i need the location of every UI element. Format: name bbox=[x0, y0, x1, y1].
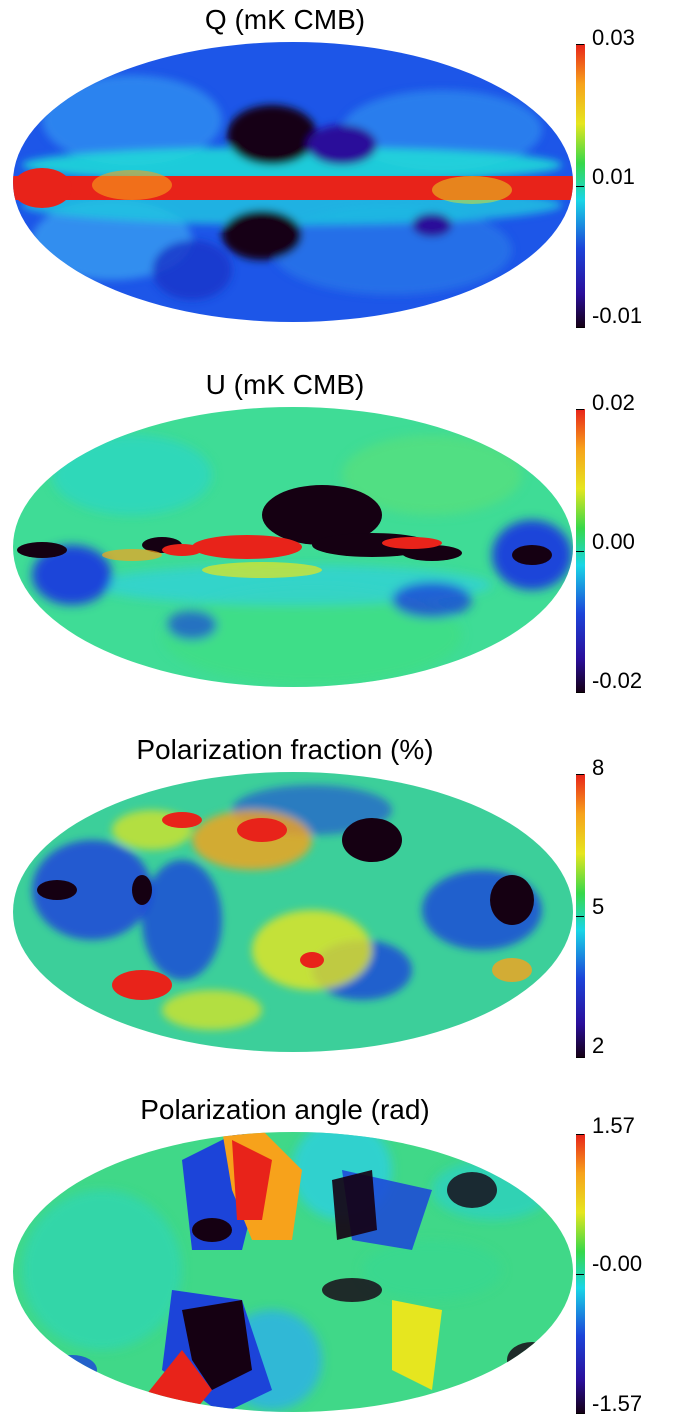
map-title-pol-fraction: Polarization fraction (%) bbox=[136, 734, 434, 765]
colorbar-mid-label-q: 0.01 bbox=[592, 164, 635, 189]
colorbar-tick-mid-pol-fraction bbox=[576, 916, 584, 917]
colorbar-min-label-pol-angle: -1.57 bbox=[592, 1391, 643, 1416]
map-u bbox=[12, 405, 574, 689]
colorbar-mid-label-u: 0.00 bbox=[592, 529, 635, 554]
colorbar-tick-mid-pol-angle bbox=[576, 1274, 584, 1275]
map-q bbox=[12, 40, 574, 324]
map-pol-angle bbox=[12, 1130, 574, 1414]
sky-map-q bbox=[13, 42, 573, 322]
map-title-u: U (mK CMB) bbox=[205, 369, 365, 400]
map-title-pol-angle: Polarization angle (rad) bbox=[140, 1094, 430, 1125]
map-title-q: Q (mK CMB) bbox=[204, 4, 366, 35]
colorbar-mid-label-pol-fraction: 5 bbox=[592, 894, 605, 919]
panel-q: Q (mK CMB) bbox=[0, 0, 686, 340]
colorbar-tick-min-pol-fraction bbox=[576, 1057, 584, 1058]
sky-map-u bbox=[13, 407, 573, 687]
colorbar-tick-max-pol-angle bbox=[576, 1134, 584, 1135]
colorbar-min-label-u: -0.02 bbox=[592, 668, 643, 693]
colorbar-tick-mid-q bbox=[576, 186, 584, 187]
colorbar-max-label-pol-angle: 1.57 bbox=[592, 1113, 635, 1138]
colorbar-tick-max-u bbox=[576, 409, 584, 410]
colorbar-tick-min-u bbox=[576, 692, 584, 693]
colorbar-tick-min-q bbox=[576, 327, 584, 328]
panel-pol-angle: Polarization angle (rad) bbox=[0, 1090, 686, 1427]
sky-map-pol-angle bbox=[13, 1132, 573, 1412]
panel-pol-fraction: Polarization fraction (%) bbox=[0, 730, 686, 1070]
colorbar-max-label-pol-fraction: 8 bbox=[592, 755, 605, 780]
colorbar-min-label-q: -0.01 bbox=[592, 303, 643, 328]
panel-u: U (mK CMB) bbox=[0, 365, 686, 705]
colorbar-max-label-u: 0.02 bbox=[592, 390, 635, 415]
colorbar-tick-max-q bbox=[576, 44, 584, 45]
sky-map-pol-fraction bbox=[13, 772, 573, 1052]
colorbar-tick-min-pol-angle bbox=[576, 1413, 584, 1414]
colorbar-max-label-q: 0.03 bbox=[592, 25, 635, 50]
colorbar-tick-max-pol-fraction bbox=[576, 774, 584, 775]
map-pol-fraction bbox=[12, 770, 574, 1054]
colorbar-min-label-pol-fraction: 2 bbox=[592, 1033, 605, 1058]
colorbar-tick-mid-u bbox=[576, 551, 584, 552]
colorbar-mid-label-pol-angle: -0.00 bbox=[592, 1251, 643, 1276]
